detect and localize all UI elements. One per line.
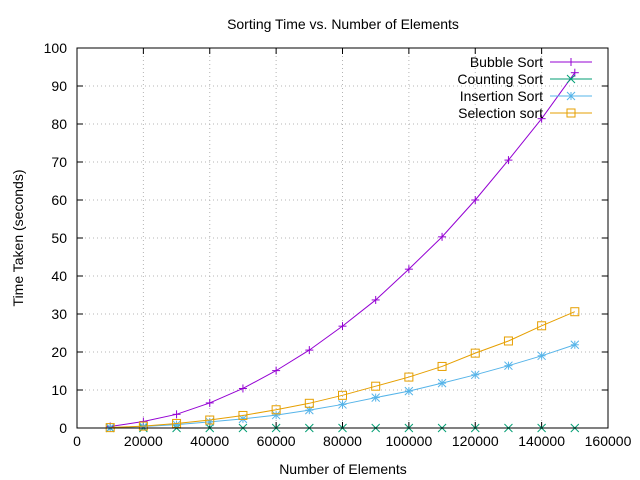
x-tick-label: 140000 xyxy=(518,433,565,449)
y-axis-label: Time Taken (seconds) xyxy=(10,170,26,307)
data-point xyxy=(172,418,182,428)
x-tick-label: 120000 xyxy=(452,433,499,449)
data-point xyxy=(172,410,181,419)
data-point xyxy=(503,336,513,346)
x-tick-label: 0 xyxy=(73,433,81,449)
data-point xyxy=(470,370,480,380)
x-tick-label: 60000 xyxy=(257,433,296,449)
axes: 0 20000 40000 60000 80000 100000 120000 140000 1… xyxy=(44,40,632,449)
legend-marker xyxy=(566,108,576,118)
x-tick-label: 160000 xyxy=(585,433,632,449)
x-tick-label: 20000 xyxy=(124,433,163,449)
series-group xyxy=(105,68,580,433)
data-point xyxy=(371,295,380,304)
legend-marker xyxy=(567,58,575,66)
y-tick-label: 80 xyxy=(51,116,67,132)
y-tick-label: 30 xyxy=(51,306,67,322)
series-selection-sort xyxy=(105,307,580,433)
series-line xyxy=(110,344,575,429)
data-point xyxy=(504,361,513,371)
data-point xyxy=(205,415,215,425)
y-tick-label: 100 xyxy=(44,40,68,56)
x-axis-label: Number of Elements xyxy=(279,461,407,477)
data-point xyxy=(537,321,547,331)
legend-label: Bubble Sort xyxy=(470,54,543,70)
legend-label: Selection sort xyxy=(458,105,543,121)
data-point xyxy=(338,400,347,409)
data-point xyxy=(238,384,247,393)
legend-label: Counting Sort xyxy=(457,71,543,87)
data-point xyxy=(271,405,281,415)
data-point xyxy=(471,196,480,204)
data-point xyxy=(271,410,281,420)
data-point xyxy=(437,378,447,388)
series-line xyxy=(110,72,576,427)
data-point xyxy=(205,398,214,407)
data-point xyxy=(570,340,580,350)
plot-frame xyxy=(76,47,609,429)
data-point xyxy=(470,348,480,358)
series-line xyxy=(110,311,576,429)
y-tick-label: 50 xyxy=(51,230,67,246)
data-point xyxy=(371,381,381,391)
x-tick-label: 100000 xyxy=(386,433,433,449)
y-tick-label: 20 xyxy=(51,344,67,360)
data-point xyxy=(272,366,281,375)
data-point xyxy=(437,361,447,371)
data-point xyxy=(404,372,414,382)
data-point xyxy=(338,322,347,331)
data-point xyxy=(238,410,248,420)
data-point xyxy=(338,390,347,400)
legend-marker xyxy=(566,91,576,101)
x-tick-label: 80000 xyxy=(323,433,362,449)
y-tick-label: 70 xyxy=(51,154,67,170)
data-point xyxy=(304,398,314,408)
y-tick-label: 0 xyxy=(59,420,67,436)
data-point xyxy=(138,421,148,431)
data-point xyxy=(537,351,546,361)
data-point xyxy=(305,346,314,355)
grid xyxy=(77,48,608,428)
data-point xyxy=(438,232,447,241)
legend-marker xyxy=(566,74,576,84)
chart-title: Sorting Time vs. Number of Elements xyxy=(227,16,459,32)
y-tick-label: 40 xyxy=(51,268,67,284)
data-point xyxy=(570,307,580,317)
legend-label: Insertion Sort xyxy=(460,88,543,104)
data-point xyxy=(371,393,381,402)
data-point xyxy=(537,114,546,123)
data-point xyxy=(205,417,215,427)
y-tick-label: 60 xyxy=(51,192,67,208)
x-tick-label: 40000 xyxy=(190,433,229,449)
data-point xyxy=(404,265,413,274)
data-point xyxy=(404,386,414,396)
data-point xyxy=(504,156,513,165)
y-tick-label: 90 xyxy=(51,78,67,94)
series-insertion-sort xyxy=(105,340,580,432)
y-tick-label: 10 xyxy=(51,382,67,398)
